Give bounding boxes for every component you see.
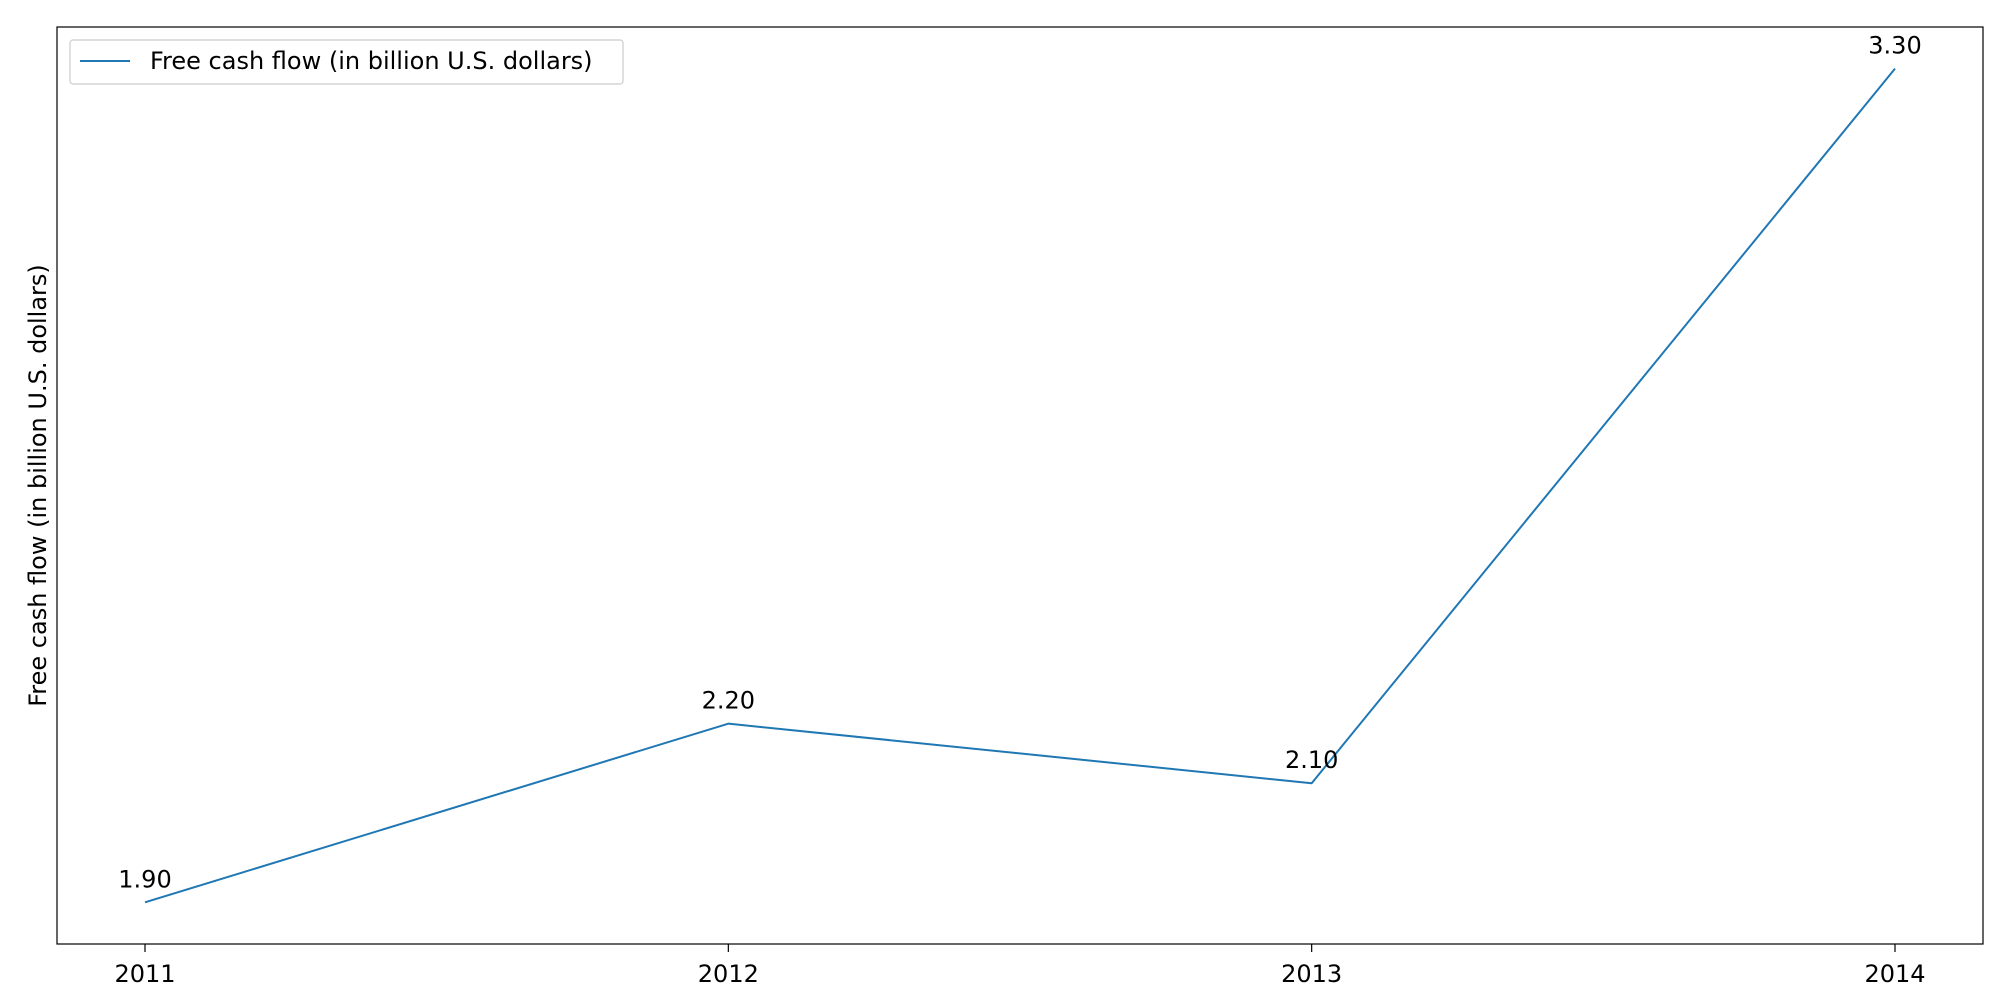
- data-label: 1.90: [118, 865, 171, 893]
- plot-frame: [56, 26, 1984, 945]
- data-label: 3.30: [1868, 32, 1921, 60]
- series-line: [144, 68, 1896, 904]
- data-label: 2.10: [1285, 746, 1338, 774]
- x-tick-label: 2014: [1864, 960, 1925, 988]
- x-axis-ticks: 2011 2012 2013 2014: [114, 944, 1926, 988]
- series-group: [144, 68, 1896, 904]
- data-labels: 1.90 2.20 2.10 3.30: [118, 32, 1921, 894]
- data-label: 2.20: [702, 687, 755, 715]
- legend-box: [69, 39, 624, 85]
- legend: Free cash flow (in billion U.S. dollars): [69, 39, 624, 85]
- x-tick-label: 2013: [1281, 960, 1342, 988]
- x-tick-label: 2012: [698, 960, 759, 988]
- legend-label: Free cash flow (in billion U.S. dollars): [150, 47, 593, 75]
- x-tick-label: 2011: [114, 960, 175, 988]
- y-axis-label: Free cash flow (in billion U.S. dollars): [24, 264, 52, 707]
